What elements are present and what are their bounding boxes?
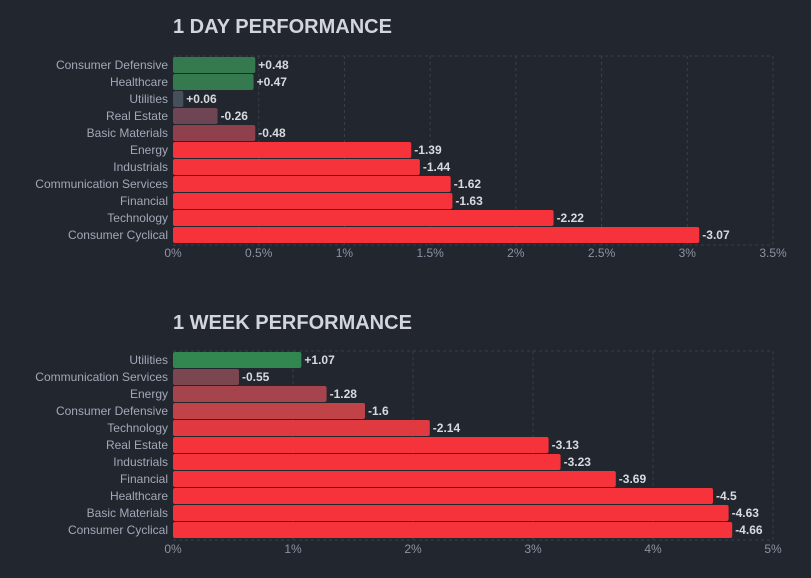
category-label: Industrials bbox=[113, 160, 168, 174]
one-week-chart: 1 WEEK PERFORMANCE 0% 1% 2% 3% 4% 5% Utilities +… bbox=[35, 312, 782, 556]
value-label: +0.06 bbox=[186, 92, 217, 106]
value-label: -1.63 bbox=[455, 194, 483, 208]
category-label: Energy bbox=[130, 143, 168, 157]
x-tick-label: 0% bbox=[164, 246, 182, 260]
value-label: -4.5 bbox=[716, 489, 737, 503]
value-label: -0.26 bbox=[221, 109, 249, 123]
bar bbox=[173, 142, 412, 158]
value-label: -2.22 bbox=[557, 211, 585, 225]
category-label: Communication Services bbox=[35, 370, 168, 384]
x-tick-label: 1% bbox=[336, 246, 354, 260]
x-tick-label: 3% bbox=[679, 246, 697, 260]
value-label: +0.48 bbox=[258, 58, 289, 72]
category-label: Financial bbox=[120, 472, 168, 486]
bar bbox=[173, 352, 302, 368]
x-tick-label: 3.5% bbox=[759, 246, 787, 260]
bar bbox=[173, 91, 184, 107]
bar bbox=[173, 193, 453, 209]
value-label: +1.07 bbox=[304, 353, 335, 367]
category-label: Technology bbox=[107, 211, 168, 225]
bar bbox=[173, 420, 430, 436]
x-tick-label: 0% bbox=[164, 542, 182, 556]
category-label: Communication Services bbox=[35, 177, 168, 191]
value-label: -3.23 bbox=[564, 455, 592, 469]
bar bbox=[173, 454, 561, 470]
bar bbox=[173, 471, 616, 487]
value-label: -1.6 bbox=[368, 404, 389, 418]
category-label: Real Estate bbox=[106, 438, 168, 452]
bar bbox=[173, 488, 713, 504]
bar bbox=[173, 176, 451, 192]
category-label: Consumer Defensive bbox=[56, 58, 168, 72]
bar bbox=[173, 108, 218, 124]
value-label: -1.44 bbox=[423, 160, 451, 174]
bar bbox=[173, 159, 420, 175]
category-label: Energy bbox=[130, 387, 168, 401]
bar bbox=[173, 369, 239, 385]
x-tick-label: 4% bbox=[644, 542, 662, 556]
category-label: Consumer Cyclical bbox=[68, 523, 168, 537]
value-label: -4.63 bbox=[732, 506, 760, 520]
bar bbox=[173, 437, 549, 453]
x-tick-label: 1.5% bbox=[416, 246, 444, 260]
bar bbox=[173, 522, 733, 538]
bar bbox=[173, 505, 729, 521]
category-label: Technology bbox=[107, 421, 168, 435]
category-label: Utilities bbox=[129, 92, 168, 106]
one-day-chart: 1 DAY PERFORMANCE 0% 0.5% 1% 1.5% 2% 2.5% 3% 3.5… bbox=[35, 16, 787, 260]
category-label: Healthcare bbox=[110, 489, 168, 503]
value-label: -3.13 bbox=[552, 438, 580, 452]
value-label: +0.47 bbox=[257, 75, 288, 89]
x-tick-label: 1% bbox=[284, 542, 302, 556]
value-label: -1.39 bbox=[414, 143, 442, 157]
chart-title: 1 DAY PERFORMANCE bbox=[173, 16, 392, 38]
x-tick-label: 2% bbox=[507, 246, 525, 260]
category-label: Consumer Cyclical bbox=[68, 228, 168, 242]
category-label: Real Estate bbox=[106, 109, 168, 123]
bar bbox=[173, 386, 327, 402]
category-label: Basic Materials bbox=[87, 506, 168, 520]
bar bbox=[173, 74, 254, 90]
category-label: Industrials bbox=[113, 455, 168, 469]
value-label: -0.48 bbox=[258, 126, 286, 140]
category-label: Consumer Defensive bbox=[56, 404, 168, 418]
bar bbox=[173, 125, 256, 141]
x-tick-label: 2% bbox=[404, 542, 422, 556]
value-label: -3.69 bbox=[619, 472, 647, 486]
bar bbox=[173, 403, 365, 419]
bar bbox=[173, 57, 256, 73]
value-label: -2.14 bbox=[433, 421, 461, 435]
bar bbox=[173, 210, 554, 226]
category-label: Utilities bbox=[129, 353, 168, 367]
x-tick-label: 0.5% bbox=[245, 246, 273, 260]
value-label: -4.66 bbox=[735, 523, 763, 537]
value-label: -1.28 bbox=[330, 387, 358, 401]
x-tick-label: 3% bbox=[524, 542, 542, 556]
value-label: -0.55 bbox=[242, 370, 270, 384]
x-tick-label: 2.5% bbox=[588, 246, 616, 260]
bar bbox=[173, 227, 700, 243]
x-tick-label: 5% bbox=[764, 542, 782, 556]
chart-title: 1 WEEK PERFORMANCE bbox=[173, 312, 412, 334]
category-label: Financial bbox=[120, 194, 168, 208]
category-label: Healthcare bbox=[110, 75, 168, 89]
value-label: -1.62 bbox=[454, 177, 482, 191]
value-label: -3.07 bbox=[702, 228, 730, 242]
category-label: Basic Materials bbox=[87, 126, 168, 140]
